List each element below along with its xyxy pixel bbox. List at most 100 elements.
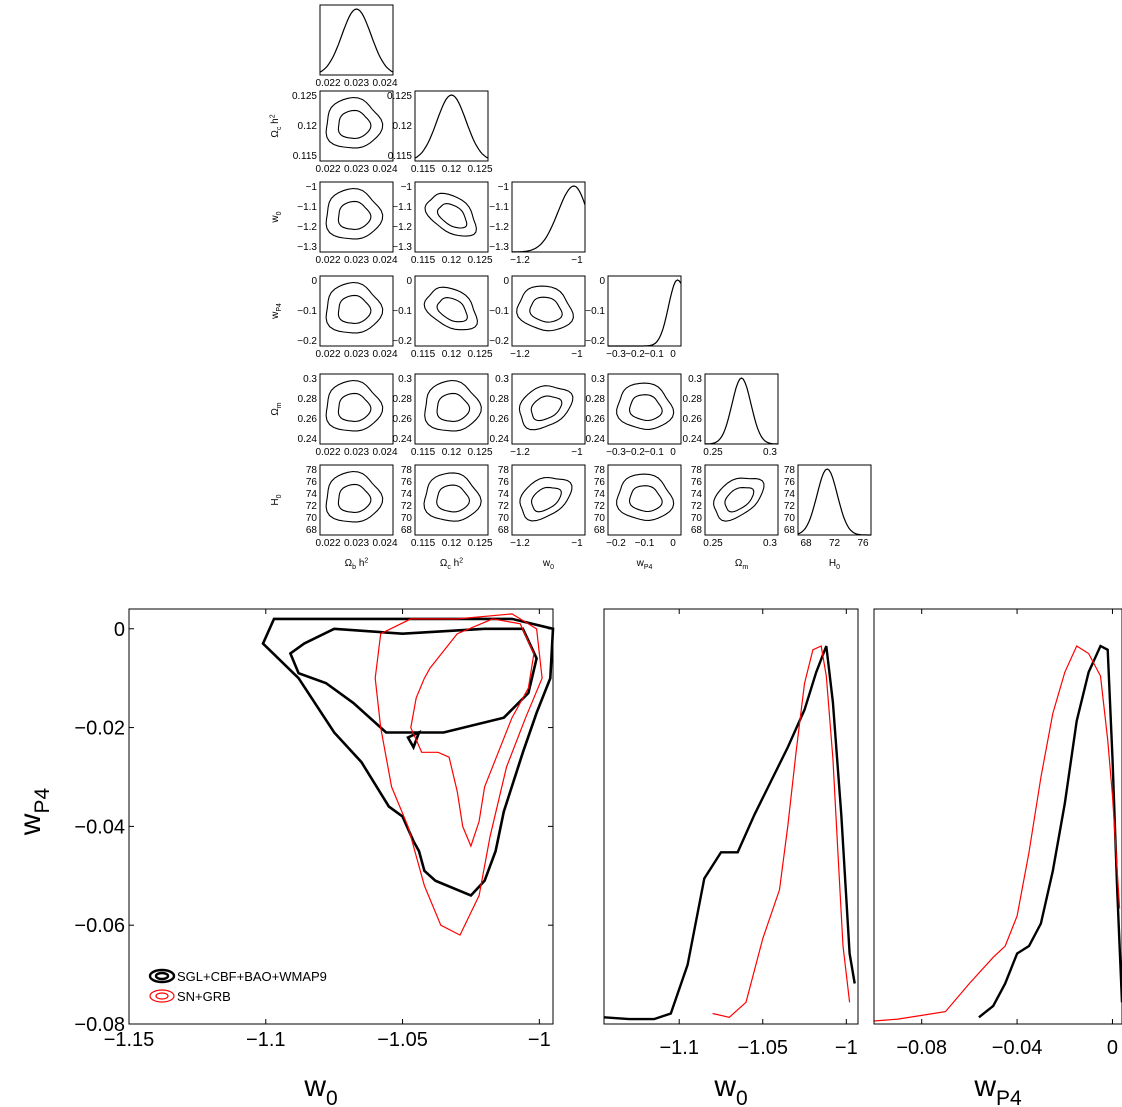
label-tail: h [451, 558, 459, 569]
corner-panel-frame [319, 90, 394, 162]
corner-contour-outer [616, 382, 675, 430]
corner-panel-frame [414, 373, 489, 445]
marginal-curve [874, 645, 1121, 1022]
corner-contour-inner [436, 484, 471, 513]
corner-xtick-label: 0 [670, 447, 676, 458]
marginal-curve [978, 644, 1122, 1019]
corner-ytick-label: −0.1 [392, 306, 412, 317]
corner-ytick-label: 0 [503, 276, 509, 287]
corner-marginal-curve [511, 185, 586, 253]
label-subscript: P4 [644, 564, 653, 571]
corner-xtick-label: 0.12 [442, 255, 462, 266]
corner-ytick-label: 0.24 [490, 434, 510, 445]
corner-ytick-label: 74 [401, 489, 413, 500]
corner-panel-frame [511, 275, 586, 347]
corner-xtick-label: 68 [800, 538, 812, 549]
corner-row-label: w0 [270, 211, 283, 223]
corner-ytick-label: 74 [691, 489, 703, 500]
corner-col-label: w0 [542, 558, 554, 571]
corner-ytick-label: 68 [594, 525, 606, 536]
corner-ytick-label: 76 [498, 477, 510, 488]
x-tick-label: −1 [528, 1029, 551, 1051]
corner-ytick-label: 0.28 [683, 394, 703, 405]
x-tick-label: −0.08 [896, 1037, 947, 1059]
corner-ytick-label: 0.24 [586, 434, 606, 445]
corner-panel-frame [511, 464, 586, 536]
corner-xtick-label: 0.022 [315, 447, 340, 458]
corner-ytick-label: 0.24 [393, 434, 413, 445]
corner-xtick-label: 76 [857, 538, 869, 549]
corner-col-label: Ωc h2 [440, 558, 463, 572]
corner-xtick-label: −0.3 [606, 349, 626, 360]
label-superscript: 2 [364, 558, 368, 565]
corner-panel-frame [511, 181, 586, 253]
corner-contour-outer [325, 470, 384, 523]
corner-xtick-label: 0.023 [344, 349, 369, 360]
y-tick-label: −0.08 [74, 1014, 125, 1036]
label-main: Ω [440, 558, 448, 569]
marginal-frame [873, 608, 1122, 1025]
corner-ytick-label: 74 [306, 489, 318, 500]
corner-contour-inner [337, 109, 372, 139]
corner-contour-outer [423, 286, 478, 331]
corner-ytick-label: 0.28 [298, 394, 318, 405]
corner-ytick-label: −1.1 [297, 202, 317, 213]
corner-panel-frame [704, 464, 779, 536]
corner-panel-frame [607, 373, 682, 445]
legend-label: SN+GRB [177, 989, 231, 1004]
y-tick-label: −0.02 [74, 718, 125, 740]
corner-ytick-label: −1.2 [392, 222, 412, 233]
corner-xtick-label: 0.024 [372, 447, 397, 458]
corner-panel-frame [319, 181, 394, 253]
legend-label: SGL+CBF+BAO+WMAP9 [177, 969, 327, 984]
label-main: H [270, 498, 281, 505]
corner-xtick-label: 0.023 [344, 255, 369, 266]
corner-ytick-label: 68 [306, 525, 318, 536]
corner-panel-frame [319, 464, 394, 536]
corner-xtick-label: 0.12 [442, 349, 462, 360]
corner-ytick-label: 74 [498, 489, 510, 500]
corner-contour-inner [530, 486, 562, 513]
corner-ytick-label: 78 [691, 465, 703, 476]
marginal-curve [604, 645, 856, 1021]
corner-marginal-curve [608, 279, 682, 347]
corner-col-label: wP4 [636, 558, 653, 571]
contour-line [374, 613, 543, 936]
corner-ytick-label: 0.125 [292, 91, 317, 102]
corner-contour-inner [337, 392, 372, 422]
corner-contour-inner [628, 394, 663, 422]
corner-contour-outer [424, 379, 482, 432]
corner-ytick-label: 0.28 [393, 394, 413, 405]
corner-ytick-label: 68 [401, 525, 413, 536]
corner-ytick-label: 0.115 [293, 151, 318, 162]
corner-ytick-label: 0.28 [490, 394, 510, 405]
corner-xtick-label: −1.2 [510, 255, 530, 266]
label-subscript: 0 [550, 564, 554, 571]
corner-xtick-label: 0.125 [467, 164, 492, 175]
label-subscript: P4 [31, 788, 54, 814]
corner-contour-outer [516, 285, 574, 332]
corner-xtick-label: 0.024 [372, 78, 397, 89]
corner-panel-frame [414, 181, 489, 253]
corner-xtick-label: 0.023 [344, 78, 369, 89]
corner-ytick-label: 72 [594, 501, 606, 512]
corner-panel-frame [797, 464, 872, 536]
corner-contour-outer [325, 281, 384, 334]
corner-ytick-label: −0.1 [297, 306, 317, 317]
x-tick-label: 0 [1107, 1037, 1118, 1059]
corner-ytick-label: 76 [401, 477, 413, 488]
corner-row-label: Ωm [270, 402, 283, 415]
label-main: Ω [735, 558, 743, 569]
corner-marginal-curve [319, 8, 394, 73]
wP4-marginal-panel: −0.08 −0.04 0 wP4 [873, 608, 1122, 1107]
corner-xtick-label: 0.12 [442, 538, 462, 549]
corner-marginal-curve [414, 94, 489, 159]
corner-marginal-curve [704, 377, 779, 445]
corner-panel-frame [607, 275, 682, 347]
corner-contour-outer [616, 473, 675, 521]
label-subscript: m [742, 564, 748, 571]
corner-ytick-label: 76 [691, 477, 703, 488]
corner-ytick-label: 0.24 [683, 434, 703, 445]
corner-xtick-label: 0.024 [372, 164, 397, 175]
